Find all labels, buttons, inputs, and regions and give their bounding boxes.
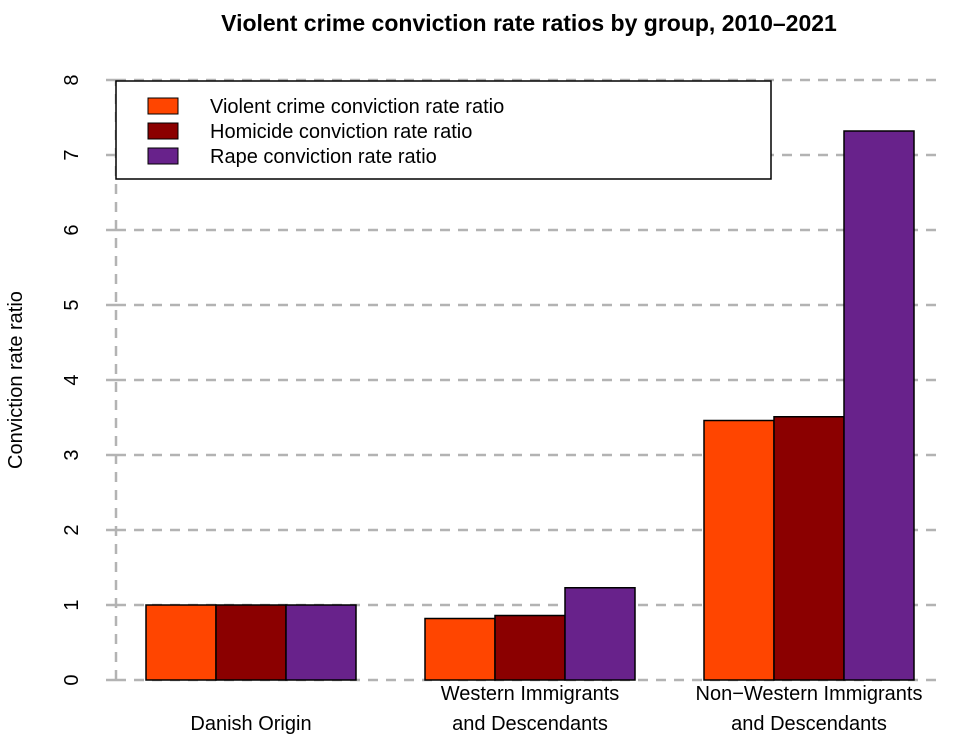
- y-tick-label: 0: [61, 674, 83, 685]
- y-tick-label: 4: [61, 374, 83, 385]
- bar: [145, 604, 217, 681]
- bar: [703, 419, 775, 681]
- x-tick-label: Danish Origin: [190, 713, 311, 735]
- y-axis: 0 1 2 3 4 5 6 7 8: [61, 74, 118, 686]
- y-tick-label: 6: [61, 224, 83, 235]
- legend: Violent crime conviction rate ratio Homic…: [115, 80, 772, 180]
- bar: [494, 614, 566, 681]
- bar: [424, 617, 496, 681]
- x-tick-label: and Descendants: [452, 713, 608, 735]
- x-tick-label: and Descendants: [731, 713, 887, 735]
- legend-box: [115, 80, 772, 180]
- y-tick-label: 8: [61, 74, 83, 85]
- legend-label: Violent crime conviction rate ratio: [210, 96, 504, 118]
- legend-label: Homicide conviction rate ratio: [210, 121, 472, 143]
- chart-title: Violent crime conviction rate ratios by …: [221, 10, 837, 36]
- legend-label: Rape conviction rate ratio: [210, 146, 437, 168]
- bar: [843, 130, 915, 681]
- x-axis: Danish Origin Western Immigrants and Desce…: [190, 683, 922, 735]
- y-tick-label: 1: [61, 599, 83, 610]
- y-tick-label: 7: [61, 149, 83, 160]
- y-tick-label: 3: [61, 449, 83, 460]
- bar: [773, 416, 845, 681]
- y-axis-label: Conviction rate ratio: [5, 291, 27, 469]
- y-tick-label: 5: [61, 299, 83, 310]
- legend-swatch: [147, 122, 179, 140]
- bar: [285, 604, 357, 681]
- y-tick-label: 2: [61, 524, 83, 535]
- x-tick-label: Non−Western Immigrants: [696, 683, 923, 705]
- x-tick-label: Western Immigrants: [441, 683, 620, 705]
- legend-swatch: [147, 147, 179, 165]
- legend-swatch: [147, 97, 179, 115]
- bars: [145, 130, 915, 681]
- bar: [215, 604, 287, 681]
- bar: [564, 587, 636, 681]
